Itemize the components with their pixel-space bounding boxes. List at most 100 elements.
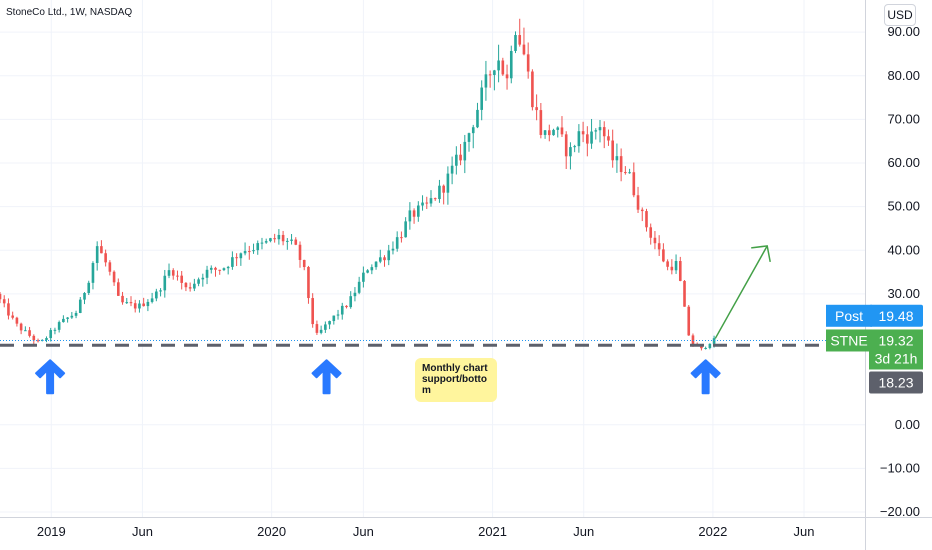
- candle-down: [129, 302, 133, 304]
- candle-up: [387, 250, 391, 261]
- last-price-tag: [869, 329, 923, 370]
- annotation-note[interactable]: Monthly chart support/botto m: [415, 358, 497, 402]
- candle-down: [564, 134, 568, 157]
- candle-up: [74, 312, 78, 316]
- candle-down: [247, 251, 251, 253]
- candle-up: [138, 303, 141, 309]
- candle-up: [264, 241, 268, 243]
- candle-down: [214, 267, 217, 270]
- candle-down: [607, 136, 610, 141]
- candle-up: [332, 315, 336, 322]
- candle-down: [28, 330, 31, 336]
- x-tick-label: 2022: [698, 524, 727, 539]
- candle-down: [108, 262, 112, 272]
- support-value-tag: [869, 371, 923, 394]
- candle-up: [163, 275, 167, 291]
- candle-up: [455, 154, 458, 166]
- candle-up: [708, 343, 712, 348]
- support-arrow-icon: [311, 359, 342, 395]
- arrow-shape: [311, 359, 342, 395]
- candle-down: [188, 287, 192, 289]
- countdown-text: 3d 21h: [875, 350, 918, 366]
- candle-down: [581, 131, 585, 135]
- arrow-shape: [690, 359, 721, 395]
- candle-down: [522, 44, 526, 55]
- y-tick-label: 0.00: [895, 417, 920, 432]
- candle-down: [619, 156, 623, 173]
- candle-down: [632, 172, 636, 196]
- candle-up: [205, 269, 209, 278]
- candle-up: [45, 338, 48, 340]
- candle-down: [180, 275, 184, 283]
- candle-up: [421, 202, 424, 206]
- candle-up: [150, 298, 154, 302]
- candle-up: [24, 330, 27, 332]
- candle-down: [281, 234, 285, 242]
- candle-up: [91, 263, 95, 283]
- candle-up: [556, 127, 560, 130]
- candle-down: [662, 249, 665, 262]
- candle-up: [78, 299, 82, 313]
- candle-up: [95, 246, 99, 264]
- candle-up: [70, 315, 74, 318]
- candle-down: [100, 246, 103, 254]
- candle-up: [569, 147, 572, 157]
- candle-down: [425, 202, 429, 204]
- candle-down: [7, 303, 10, 316]
- candle-up: [429, 198, 433, 204]
- projection-line: [714, 245, 768, 339]
- candle-down: [0, 293, 2, 300]
- y-tick-label: −10.00: [880, 460, 920, 475]
- candle-up: [395, 237, 399, 249]
- candle-down: [547, 130, 551, 136]
- candle-up: [340, 305, 344, 315]
- currency-button[interactable]: USD: [884, 4, 916, 26]
- candle-up: [543, 130, 547, 135]
- candle-down: [298, 244, 302, 260]
- candle-down: [218, 269, 222, 271]
- candle-down: [315, 324, 319, 333]
- candle-up: [598, 127, 602, 131]
- support-arrow-icon: [690, 359, 721, 395]
- candle-up: [615, 156, 619, 161]
- x-tick-label: Jun: [573, 524, 594, 539]
- candle-down: [636, 195, 640, 210]
- candle-down: [535, 107, 538, 111]
- x-tick-label: 2021: [478, 524, 507, 539]
- candle-down: [433, 198, 437, 200]
- candle-up: [269, 238, 272, 242]
- post-value-tag-text: 19.48: [878, 308, 913, 324]
- candle-up: [277, 234, 281, 240]
- post-value-tag: [869, 304, 923, 327]
- candle-up: [57, 322, 61, 330]
- candle-down: [657, 243, 661, 250]
- support-arrow-icon: [35, 359, 66, 395]
- support-value-tag-text: 18.23: [878, 374, 913, 390]
- candle-down: [602, 127, 606, 137]
- candle-down: [640, 209, 644, 212]
- candle-down: [104, 253, 107, 263]
- candle-up: [209, 267, 213, 270]
- candle-up: [438, 185, 441, 200]
- candle-up: [366, 270, 369, 273]
- x-tick-label: 2020: [257, 524, 286, 539]
- candle-down: [624, 172, 627, 174]
- candle-down: [235, 257, 238, 259]
- symbol-label-tag: [826, 329, 872, 352]
- candle-down: [294, 239, 298, 245]
- candle-down: [459, 154, 462, 161]
- candle-down: [501, 60, 505, 75]
- candle-up: [87, 282, 91, 293]
- x-tick-label: 2019: [37, 524, 66, 539]
- candle-up: [463, 141, 467, 161]
- y-tick-label: 90.00: [887, 24, 920, 39]
- candle-up: [446, 173, 450, 193]
- candle-down: [117, 282, 120, 296]
- candle-up: [509, 50, 513, 79]
- candle-down: [645, 211, 648, 228]
- candle-down: [442, 185, 445, 193]
- y-tick-label: 40.00: [887, 242, 920, 257]
- candle-up: [159, 290, 162, 292]
- candle-up: [628, 172, 631, 174]
